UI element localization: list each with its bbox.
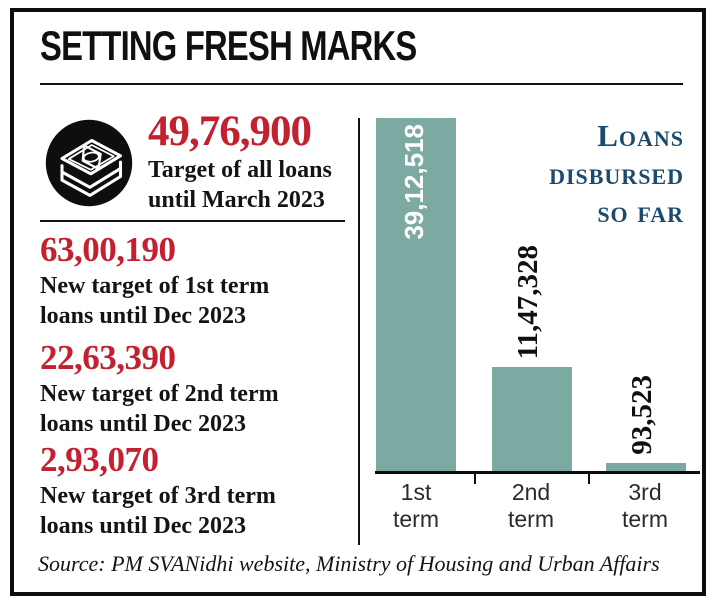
category-label-3rd-term: 3rd term — [622, 479, 668, 532]
stat-block-term3: 2,93,070 New target of 3rd term loans un… — [40, 439, 350, 541]
stat-label-line1: New target of 1st term — [40, 273, 270, 299]
money-stack-icon — [44, 117, 134, 209]
source-credit: Source: PM SVANidhi website, Ministry of… — [38, 551, 660, 576]
bar-value-label: 11,47,328 — [512, 244, 544, 359]
stat-block-term2: 22,63,390 New target of 2nd term loans u… — [40, 337, 350, 439]
stat-value: 63,00,190 — [40, 230, 176, 269]
chart-title: Loans disbursed so far — [549, 118, 684, 229]
stat-label-line1: New target of 3rd term — [40, 483, 276, 509]
bar-2nd-term — [492, 367, 572, 471]
column-divider — [358, 118, 360, 545]
page-title: SETTING FRESH MARKS — [40, 22, 417, 69]
axis-tick — [474, 473, 476, 484]
title-rule — [40, 83, 683, 85]
bar-3rd-term — [606, 463, 686, 471]
category-label-1st-term: 1st term — [393, 479, 439, 532]
category-label-2nd-term: 2nd term — [508, 479, 554, 532]
stat-label-line1: New target of 2nd term — [40, 381, 279, 407]
stat-label-line2: until March 2023 — [148, 187, 325, 213]
x-axis-line — [375, 471, 700, 474]
stat-value: 49,76,900 — [148, 108, 312, 155]
bar-value-label: 93,523 — [626, 375, 658, 455]
axis-tick — [588, 473, 590, 484]
stat-label-line2: loans until Dec 2023 — [40, 513, 247, 539]
stat-value: 2,93,070 — [40, 440, 159, 479]
stat-label-line1: Target of all loans — [148, 157, 332, 183]
outer-frame — [10, 8, 706, 596]
bar-value-label: 39,12,518 — [399, 124, 429, 240]
bar-1st-term — [376, 118, 456, 471]
separator-rule — [40, 220, 345, 222]
stat-label-line2: loans until Dec 2023 — [40, 411, 247, 437]
stat-block-total: 49,76,900 Target of all loans until Marc… — [148, 109, 363, 215]
stat-block-term1: 63,00,190 New target of 1st term loans u… — [40, 229, 350, 331]
stat-value: 22,63,390 — [40, 338, 176, 377]
stat-label-line2: loans until Dec 2023 — [40, 303, 247, 329]
